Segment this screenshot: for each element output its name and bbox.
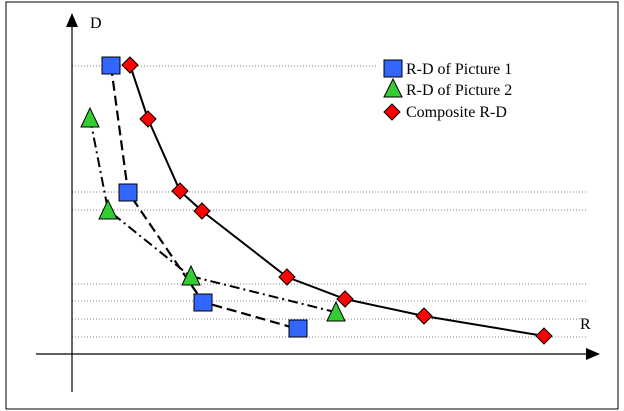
picture1-point xyxy=(118,183,138,202)
legend-label-picture1: R-D of Picture 1 xyxy=(406,61,512,78)
x-axis-arrowhead xyxy=(586,348,600,360)
picture2-point xyxy=(80,106,100,128)
picture2-point xyxy=(326,300,346,322)
legend-label-picture2: R-D of Picture 2 xyxy=(406,82,512,99)
figure-frame xyxy=(5,1,619,410)
composite-markers xyxy=(121,56,553,345)
y-axis-arrowhead xyxy=(66,13,78,27)
picture1-markers xyxy=(101,56,308,338)
picture2-point xyxy=(181,264,201,286)
composite-curve xyxy=(129,64,545,337)
composite-point xyxy=(139,110,157,128)
dotted-guide-lines xyxy=(72,65,588,338)
composite-point xyxy=(535,327,553,345)
composite-point xyxy=(278,268,296,286)
composite-point xyxy=(193,202,211,220)
picture1-curve xyxy=(109,65,299,331)
axes xyxy=(36,24,590,392)
picture1-point xyxy=(288,319,308,338)
y-axis-label: D xyxy=(90,15,102,32)
picture1-point xyxy=(193,293,213,312)
legend: R-D of Picture 1 R-D of Picture 2 Compos… xyxy=(383,59,512,121)
picture1-point xyxy=(101,56,121,75)
composite-point xyxy=(415,307,433,325)
legend-square-icon xyxy=(383,59,403,78)
picture2-point xyxy=(98,198,118,220)
composite-point xyxy=(336,290,354,308)
picture2-markers xyxy=(80,106,346,322)
legend-label-composite: Composite R-D xyxy=(406,104,507,121)
legend-diamond-icon xyxy=(383,103,401,121)
x-axis-label: R xyxy=(580,316,591,333)
composite-point xyxy=(171,182,189,200)
composite-point xyxy=(121,56,139,74)
legend-triangle-icon xyxy=(383,77,403,98)
picture2-curve xyxy=(89,117,336,313)
